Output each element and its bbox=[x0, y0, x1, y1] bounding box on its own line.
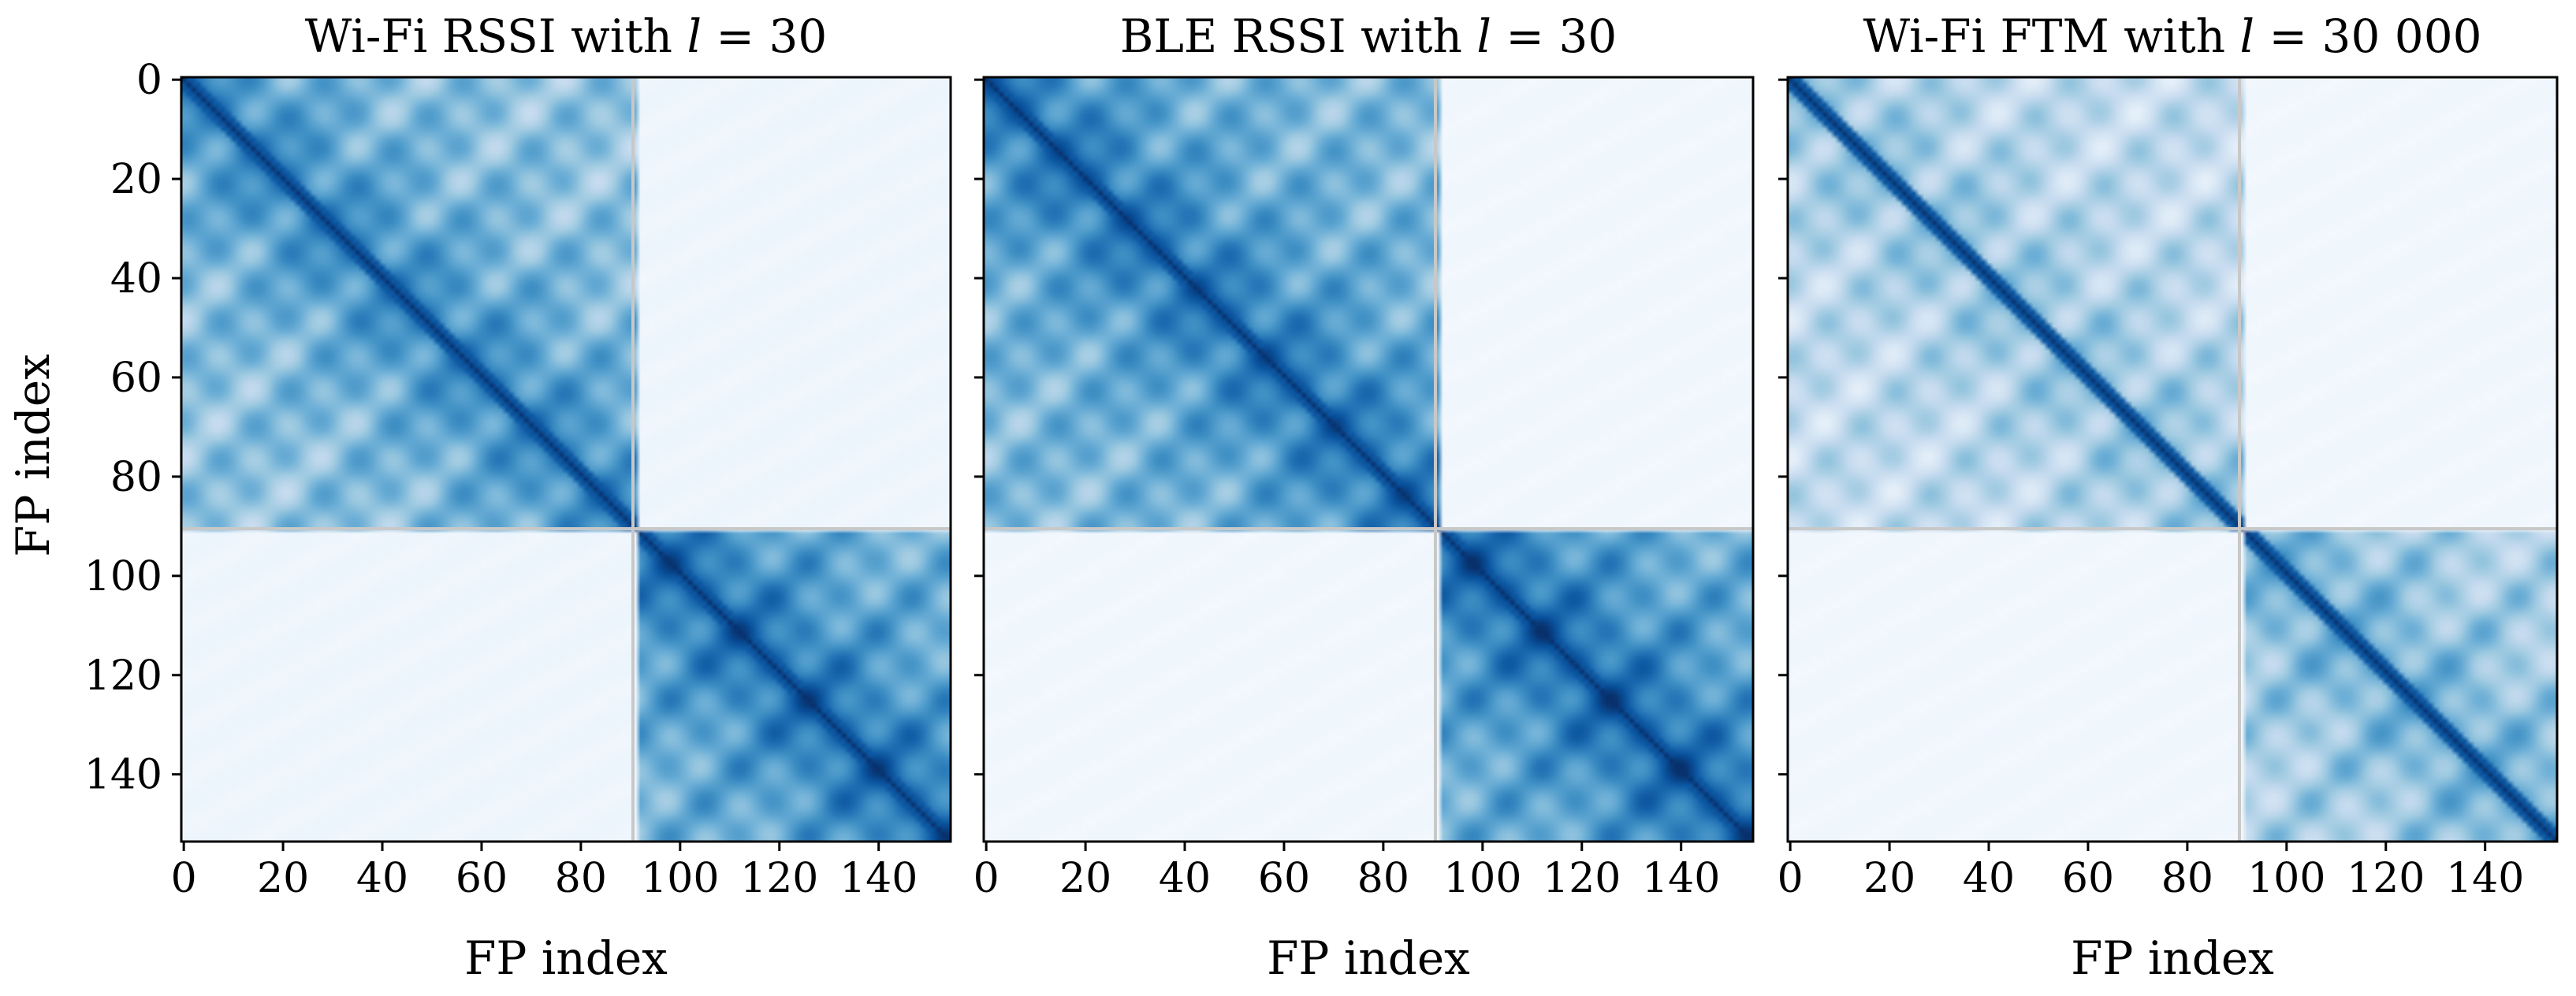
x-tick-label: 0 bbox=[973, 855, 1000, 902]
y-tick-label: 0 bbox=[136, 57, 162, 104]
panel-title: Wi-Fi RSSI with l = 30 bbox=[305, 9, 828, 63]
x-tick-label: 140 bbox=[839, 855, 918, 902]
plot-frame bbox=[1786, 76, 2559, 843]
panel-title: Wi-Fi FTM with l = 30 000 bbox=[1863, 9, 2481, 63]
heatmap-image bbox=[1788, 77, 2557, 842]
x-tick-label: 80 bbox=[555, 855, 607, 902]
panel-title: BLE RSSI with l = 30 bbox=[1120, 9, 1617, 63]
heatmap-panel-3: Wi-Fi FTM with l = 30 000 0 20 40 60 80 100 120… bbox=[1778, 9, 2559, 985]
y-tick-label: 100 bbox=[84, 553, 162, 600]
x-tick-label: 120 bbox=[2347, 855, 2425, 902]
panels-layer: Wi-Fi RSSI with l = 30 0 20 40 60 80 100 120 140… bbox=[84, 9, 2559, 985]
x-tick-label: 100 bbox=[2247, 855, 2325, 902]
y-tick-label: 40 bbox=[110, 255, 162, 303]
y-tick-label: 140 bbox=[84, 752, 162, 799]
x-axis-label: FP index bbox=[1267, 931, 1470, 985]
y-tick-label: 60 bbox=[110, 355, 162, 402]
x-tick-label: 20 bbox=[1863, 855, 1915, 902]
x-tick-label: 80 bbox=[2161, 855, 2213, 902]
x-tick-label: 60 bbox=[1258, 855, 1310, 902]
y-tick-label: 20 bbox=[110, 156, 162, 203]
x-tick-label: 40 bbox=[1963, 855, 2015, 902]
plot-frame bbox=[982, 76, 1755, 843]
x-tick-label: 60 bbox=[2062, 855, 2114, 902]
x-tick-label: 40 bbox=[356, 855, 408, 902]
x-tick-label: 100 bbox=[641, 855, 719, 902]
y-tick-label: 120 bbox=[84, 652, 162, 700]
plot-frame bbox=[180, 76, 952, 843]
x-tick-label: 100 bbox=[1443, 855, 1521, 902]
x-tick-label: 120 bbox=[1543, 855, 1621, 902]
heatmap-image bbox=[984, 77, 1753, 842]
x-tick-label: 80 bbox=[1357, 855, 1409, 902]
x-tick-label: 20 bbox=[1059, 855, 1111, 902]
x-axis-label: FP index bbox=[464, 931, 668, 985]
x-tick-label: 40 bbox=[1159, 855, 1211, 902]
y-tick-label: 80 bbox=[110, 454, 162, 501]
y-axis-label: FP index bbox=[6, 354, 60, 557]
x-tick-label: 0 bbox=[1778, 855, 1804, 902]
x-tick-label: 60 bbox=[456, 855, 508, 902]
x-tick-label: 0 bbox=[171, 855, 197, 902]
heatmap-panel-2: BLE RSSI with l = 30 0 20 40 60 80 100 120 140 FP… bbox=[973, 9, 1755, 985]
x-tick-label: 140 bbox=[2446, 855, 2524, 902]
x-axis-label: FP index bbox=[2071, 931, 2274, 985]
x-tick-label: 120 bbox=[740, 855, 818, 902]
x-tick-label: 20 bbox=[257, 855, 309, 902]
heatmap-panel-1: Wi-Fi RSSI with l = 30 0 20 40 60 80 100 120 140… bbox=[84, 9, 952, 985]
heatmap-image bbox=[181, 77, 951, 842]
x-tick-label: 140 bbox=[1642, 855, 1720, 902]
